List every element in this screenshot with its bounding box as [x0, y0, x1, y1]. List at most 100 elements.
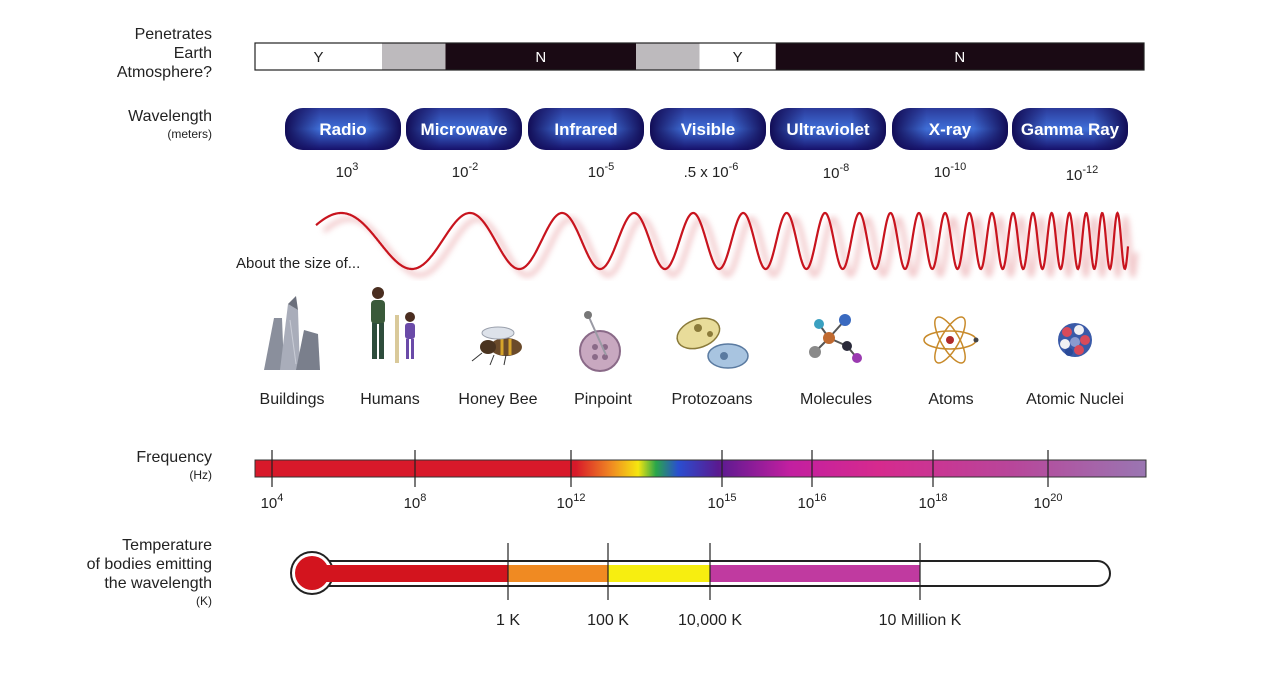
band-label: Microwave [421, 120, 508, 139]
wavelength-value-base: 10 [452, 164, 469, 181]
atomic-nuclei-icon [1058, 323, 1092, 357]
frequency-tick-label-base: 10 [798, 495, 815, 512]
thermometer-bulb [295, 556, 329, 590]
size-names: Buildings Humans Honey Bee Pinpoint Protozoa… [260, 391, 1124, 408]
wavelength-value: 10-2 [452, 161, 478, 181]
atmosphere-segment [255, 43, 382, 70]
temperature-scale: 1 K 100 K 10,000 K 10 Million K [290, 543, 1111, 629]
frequency-label-title: Frequency [136, 449, 212, 466]
wave-shadow [322, 215, 1139, 279]
molecules-icon [809, 314, 862, 363]
size-name: Pinpoint [574, 391, 632, 408]
size-name: Atomic Nuclei [1026, 391, 1124, 408]
band-shade [892, 108, 1008, 150]
honey-bee-icon [471, 326, 522, 366]
atmosphere-segment [445, 43, 636, 70]
temperature-tick-label: 10,000 K [678, 612, 742, 629]
band-label: Visible [681, 120, 736, 139]
atmosphere-label-line-2: Earth [173, 45, 212, 62]
band-shade [650, 108, 766, 150]
size-name: Molecules [800, 391, 872, 408]
wavelength-value-exp: -12 [1082, 164, 1098, 176]
atmosphere-segment [636, 43, 700, 70]
thermometer-segment-red [312, 565, 508, 582]
wavelength-value-exp: -8 [839, 162, 849, 174]
wavelength-value-base: 10 [934, 164, 951, 181]
size-label: About the size of... [236, 255, 360, 272]
temperature-tick-label: 100 K [587, 612, 629, 629]
frequency-tick-label-exp: 4 [277, 492, 283, 504]
atmosphere-segment-label: N [535, 49, 546, 66]
atmosphere-label-line-1: Penetrates [134, 26, 212, 43]
humans-icon [371, 287, 415, 363]
band-shade [1012, 108, 1128, 150]
atoms-icon [923, 316, 979, 364]
frequency-tick-label: 104 [261, 492, 284, 512]
atmosphere-segment [699, 43, 776, 70]
wavelength-value-base: 10 [588, 164, 605, 181]
frequency-scale: 104 108 1012 1015 1016 1018 1020 [254, 450, 1147, 512]
band-shade [770, 108, 886, 150]
wavelength-value: 10-12 [1066, 164, 1099, 184]
temperature-label-line-3: the wavelength [104, 575, 212, 592]
wave-line [315, 211, 1130, 271]
size-icons [264, 287, 1092, 372]
band-label: Gamma Ray [1021, 120, 1120, 139]
wavelength-value-base: 10 [1066, 167, 1083, 184]
atmosphere-segment [775, 43, 1144, 70]
frequency-tick-label-exp: 12 [573, 492, 585, 504]
wavelength-value: 10-10 [934, 161, 967, 181]
frequency-tick-label: 1012 [557, 492, 586, 512]
temperature-label: Temperature of bodies emitting the wavel… [30, 536, 212, 609]
frequency-label-unit: (Hz) [189, 468, 212, 482]
frequency-tick-label: 108 [404, 492, 427, 512]
atmosphere-label-line-3: Atmosphere? [116, 64, 212, 81]
wavelength-value-base: 10 [336, 164, 353, 181]
frequency-tick-label-base: 10 [557, 495, 574, 512]
wavelength-value-exp: -5 [604, 161, 614, 173]
pinpoint-icon [579, 311, 621, 372]
thermometer-segment-orange [508, 565, 608, 582]
wavelength-value: 10-5 [588, 161, 614, 181]
frequency-tick-label-base: 10 [1034, 495, 1051, 512]
frequency-tick-label-exp: 16 [814, 492, 826, 504]
frequency-label: Frequency (Hz) [60, 448, 212, 483]
temperature-tick-label: 1 K [496, 612, 520, 629]
band-label: Ultraviolet [786, 120, 869, 139]
frequency-tick-label: 1020 [1034, 492, 1063, 512]
frequency-tick-label: 1018 [919, 492, 948, 512]
band-shade [528, 108, 644, 150]
size-name: Protozoans [672, 391, 753, 408]
size-name: Buildings [260, 391, 325, 408]
atmosphere-segment-label: N [954, 49, 965, 66]
protozoans-icon [676, 317, 749, 369]
wavelength-value: 103 [336, 161, 359, 181]
frequency-tick-label: 1016 [798, 492, 827, 512]
size-name: Honey Bee [458, 391, 537, 408]
atmosphere-bar-outline [254, 42, 1145, 71]
wavelength-value-base: 10 [823, 165, 840, 182]
temperature-tick-label: 10 Million K [879, 612, 962, 629]
temperature-label-line-2: of bodies emitting [86, 556, 212, 573]
temperature-label-line-1: Temperature [122, 537, 212, 554]
frequency-tick-label-exp: 20 [1050, 492, 1062, 504]
frequency-tick-label-base: 10 [404, 495, 421, 512]
wavelength-bands: Radio Microwave Infrared Visible Ultraviolet… [285, 108, 1128, 184]
frequency-bar [254, 459, 1147, 478]
size-name: Atoms [928, 391, 973, 408]
frequency-tick-label-base: 10 [708, 495, 725, 512]
atmosphere-segment [382, 43, 446, 70]
wavelength-value-exp: -6 [729, 161, 739, 173]
frequency-tick-label-exp: 15 [724, 492, 736, 504]
buildings-icon [264, 296, 320, 370]
wavelength-value-exp: 3 [352, 161, 358, 173]
wavelength-value-exp: -2 [468, 161, 478, 173]
frequency-tick-label-exp: 18 [935, 492, 947, 504]
size-name: Humans [360, 391, 420, 408]
wavelength-label-unit: (meters) [167, 127, 212, 141]
wavelength-value-base: .5 x 10 [684, 164, 729, 181]
thermometer-segment-yellow [608, 565, 710, 582]
wave-graphic [315, 211, 1139, 279]
